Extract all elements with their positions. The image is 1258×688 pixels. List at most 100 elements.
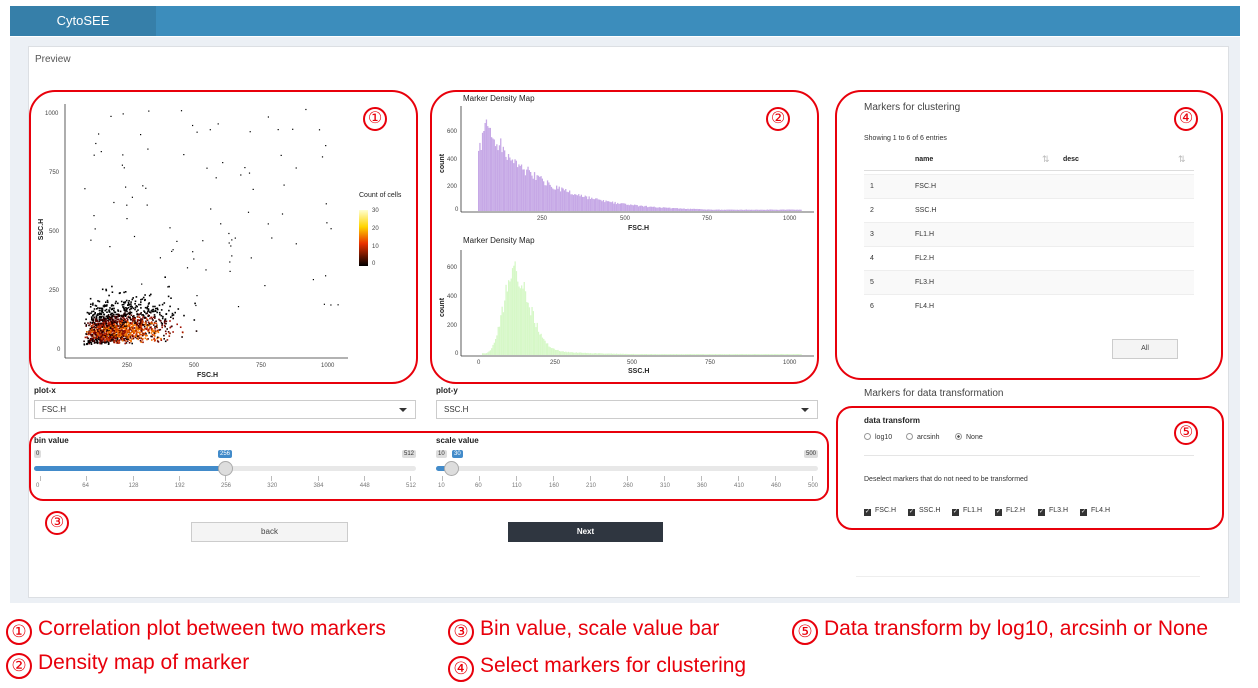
sort-icon[interactable]: ⇅	[1178, 154, 1186, 164]
scatter-point	[100, 341, 103, 344]
scatter-point	[113, 320, 115, 323]
legend-tick: 20	[372, 226, 379, 232]
scatter-point	[96, 332, 99, 334]
scatter-point	[158, 304, 161, 307]
next-button[interactable]: Next	[508, 522, 663, 542]
scatter-point	[153, 330, 156, 333]
scatter-point	[113, 311, 116, 313]
histogram-bar	[589, 199, 592, 211]
histogram-bar	[536, 175, 538, 211]
scatter-point	[158, 318, 160, 321]
checkbox-marker[interactable]: ✓ FL2.H	[995, 507, 1025, 516]
scatter-plot-canvas	[64, 104, 368, 359]
scatter-point	[134, 335, 137, 337]
plot-x-select[interactable]: FSC.H	[34, 400, 416, 419]
scatter-point	[123, 339, 126, 342]
scatter-point	[116, 328, 118, 330]
scatter-point	[140, 337, 142, 340]
scatter-point	[120, 338, 123, 341]
scatter-point	[118, 341, 121, 344]
checkbox-marker[interactable]: ✓ FL3.H	[1038, 507, 1068, 516]
col-header-name[interactable]: name	[915, 156, 934, 163]
slider-handle[interactable]	[218, 461, 233, 476]
slider-grid-label: 160	[549, 483, 560, 489]
back-button[interactable]: back	[191, 522, 348, 542]
histogram-bar	[682, 354, 684, 355]
scatter-point	[112, 339, 114, 342]
radio-arcsinh[interactable]: arcsinh	[906, 433, 940, 441]
histogram-bar	[482, 353, 484, 355]
checkbox-marker[interactable]: ✓ FL4.H	[1080, 507, 1110, 516]
scatter-point	[97, 320, 99, 323]
scatter-point	[111, 335, 113, 338]
scatter-point	[153, 314, 156, 316]
radio-none[interactable]: None	[955, 433, 983, 441]
scatter-point	[127, 306, 130, 309]
scatter-point	[91, 329, 93, 331]
histogram-bar	[513, 265, 515, 355]
histogram-bar	[515, 271, 518, 355]
scatter-point	[140, 330, 143, 333]
radio-log10[interactable]: log10	[864, 433, 892, 441]
scatter-point	[168, 285, 170, 288]
scatter-point	[157, 308, 159, 311]
scatter-point	[124, 291, 127, 293]
scale-value-slider[interactable]: 10 500 30 10 60 110 160 210 260 310 360 410 460 50…	[436, 450, 818, 504]
histogram-bar	[679, 354, 681, 355]
scatter-point	[152, 316, 155, 319]
histogram-bar	[527, 166, 529, 211]
histogram-bar	[488, 351, 490, 355]
table-row[interactable]: 5 FL3.H	[864, 270, 1194, 294]
scatter-point	[95, 337, 97, 340]
histogram-bar	[549, 347, 551, 355]
checkbox-marker[interactable]: ✓ FL1.H	[952, 507, 982, 516]
scatter-point	[106, 328, 109, 330]
histogram-bar	[627, 354, 629, 355]
sort-icon[interactable]: ⇅	[1042, 154, 1050, 164]
histogram-bar	[650, 206, 653, 211]
scatter-point	[107, 314, 110, 316]
scatter-point	[92, 330, 94, 332]
histogram-bar	[606, 201, 608, 211]
checkbox-marker[interactable]: ✓ FSC.H	[864, 507, 896, 516]
table-row[interactable]: 2 SSC.H	[864, 198, 1194, 222]
scatter-point	[124, 313, 126, 315]
histogram-bar	[531, 175, 533, 211]
scatter-point	[90, 312, 92, 314]
scatter-point	[172, 249, 174, 251]
scatter-point	[110, 338, 113, 341]
histogram-bar	[762, 209, 764, 211]
scatter-point	[110, 325, 112, 328]
checkbox-marker[interactable]: ✓ SSC.H	[908, 507, 940, 516]
histogram-bar	[752, 209, 754, 211]
scatter-point	[114, 302, 117, 305]
histogram-bar	[723, 354, 726, 355]
scatter-point	[112, 304, 115, 307]
scatter-point	[137, 338, 139, 341]
histogram-bar	[643, 206, 645, 211]
col-header-desc[interactable]: desc	[1063, 156, 1079, 163]
scatter-point	[114, 327, 116, 329]
slider-grid-label: 10	[438, 483, 445, 489]
scatter-point	[97, 323, 100, 326]
bin-value-slider[interactable]: 0 512 256 0 64 128 192 256 320 384 448 512	[34, 450, 416, 504]
table-row[interactable]: 6 FL4.H	[864, 294, 1194, 318]
scatter-point	[87, 341, 90, 343]
scatter-point	[154, 326, 156, 328]
table-row[interactable]: 3 FL1.H	[864, 222, 1194, 246]
slider-handle[interactable]	[444, 461, 460, 476]
slider-track[interactable]	[436, 466, 818, 471]
plot-y-select[interactable]: SSC.H	[436, 400, 818, 419]
histogram-bar	[600, 353, 602, 355]
scatter-point	[107, 329, 110, 331]
select-all-button[interactable]: All	[1112, 339, 1178, 359]
app-brand[interactable]: CytoSEE	[10, 6, 156, 36]
histogram-bar	[783, 354, 785, 355]
table-row[interactable]: 4 FL2.H	[864, 246, 1194, 270]
histogram-bar	[560, 351, 562, 355]
table-row[interactable]: 1 FSC.H	[864, 174, 1194, 198]
scatter-point	[96, 323, 98, 325]
scatter-point	[145, 327, 148, 330]
scatter-point	[145, 312, 147, 315]
scatter-point	[169, 320, 171, 322]
